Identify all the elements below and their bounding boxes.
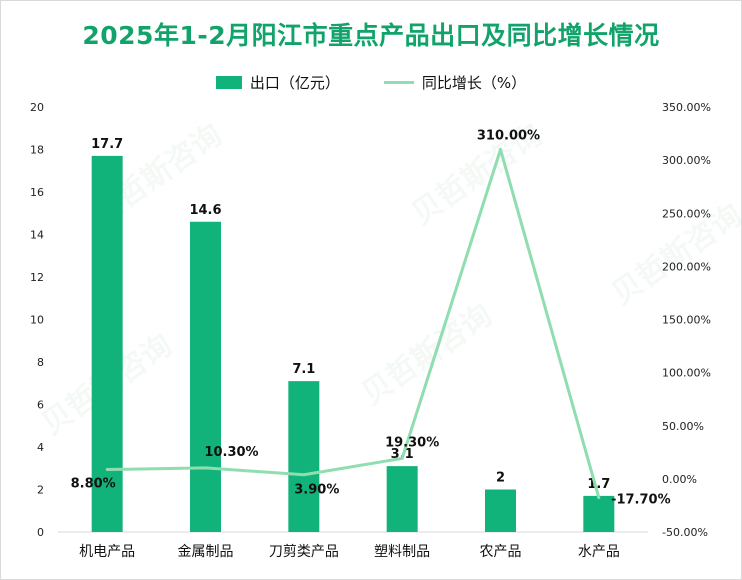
bar <box>190 221 221 532</box>
y-left-tick-label: 16 <box>30 186 44 199</box>
legend-bar-label: 出口（亿元） <box>249 73 340 92</box>
y-left-tick-label: 4 <box>37 441 44 454</box>
bar <box>485 489 516 532</box>
line-point <box>204 466 207 470</box>
x-tick-label: 机电产品 <box>79 544 135 560</box>
legend-item-line: 同比增长（%） <box>383 72 527 93</box>
y-right-tick-label: 50.00% <box>662 420 704 433</box>
line-data-label: 310.00% <box>477 129 540 144</box>
line-data-label: 8.80% <box>71 477 116 492</box>
y-left-tick-label: 20 <box>30 101 44 114</box>
y-right-tick-label: 250.00% <box>662 207 711 220</box>
chart-title: 2025年1-2月阳江市重点产品出口及同比增长情况 <box>82 21 660 50</box>
legend-line-swatch <box>383 80 414 84</box>
y-right-tick-label: 150.00% <box>662 314 711 327</box>
legend-bar-swatch <box>215 75 242 89</box>
y-left-tick-label: 12 <box>30 271 44 284</box>
bar <box>288 381 320 532</box>
bar <box>386 466 418 532</box>
bar-data-label: 14.6 <box>189 203 221 218</box>
y-right-tick-label: 100.00% <box>662 367 711 380</box>
y-left-tick-label: 14 <box>30 229 44 242</box>
line-point <box>302 473 306 477</box>
y-right-tick-label: 300.00% <box>662 154 711 167</box>
x-tick-label: 农产品 <box>480 544 522 560</box>
bar-data-label: 1.7 <box>587 477 610 492</box>
x-tick-label: 塑料制品 <box>374 544 430 560</box>
x-tick-label: 金属制品 <box>178 544 234 560</box>
bar-data-label: 7.1 <box>292 362 315 377</box>
y-right-tick-label: 200.00% <box>662 260 711 273</box>
x-tick-label: 水产品 <box>578 544 620 560</box>
y-left-tick-label: 0 <box>37 526 44 539</box>
y-right-tick-label: 350.00% <box>662 101 711 114</box>
line-data-label: 19.30% <box>385 435 439 450</box>
chart-legend: 出口（亿元） 同比增长（%） <box>0 70 742 94</box>
y-left-tick-label: 6 <box>37 399 44 412</box>
legend-line-label: 同比增长（%） <box>421 73 527 92</box>
line-point <box>400 456 404 460</box>
y-left-tick-label: 18 <box>30 144 44 157</box>
y-left-tick-label: 8 <box>37 356 44 369</box>
line-series <box>107 148 601 499</box>
line-point <box>499 148 502 151</box>
y-right-tick-label: 0.00% <box>662 473 697 486</box>
bar-data-label: 2 <box>496 471 505 486</box>
y-left-tick-label: 2 <box>37 484 44 497</box>
line-point <box>597 496 601 500</box>
y-left-tick-label: 10 <box>30 314 44 327</box>
y-right-tick-label: -50.00% <box>662 526 708 539</box>
line-data-label: -17.70% <box>611 493 671 508</box>
legend-item-bar: 出口（亿元） <box>215 72 340 93</box>
x-tick-label: 刀剪类产品 <box>269 544 339 560</box>
bar-data-label: 17.7 <box>91 137 123 152</box>
line-point <box>105 468 109 472</box>
line-data-label: 10.30% <box>204 445 258 460</box>
line-data-label: 3.90% <box>294 483 339 498</box>
bar <box>583 495 615 532</box>
